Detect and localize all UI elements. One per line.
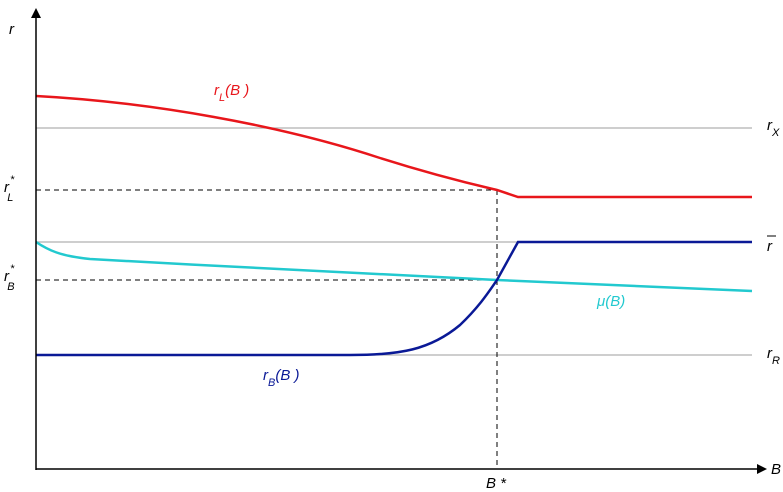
mu-curve-label: μ(B) <box>596 293 625 310</box>
r-l-curve <box>35 94 752 199</box>
x-axis-label: B <box>771 461 781 478</box>
y-axis-label: r <box>9 21 15 38</box>
mu-curve <box>35 240 753 293</box>
r-x-label: rX <box>767 117 780 139</box>
r-b-star-label: r* B <box>4 263 15 293</box>
b-star-label: B * <box>486 475 507 492</box>
r-b-curve <box>36 240 752 357</box>
r-r-label: rR <box>767 345 780 367</box>
r-b-curve-label: rB(B ) <box>263 367 300 389</box>
r-l-star-label: r* L <box>4 174 15 204</box>
r-bar-label: r <box>767 238 773 255</box>
r-l-curve-label: rL(B ) <box>214 82 249 104</box>
